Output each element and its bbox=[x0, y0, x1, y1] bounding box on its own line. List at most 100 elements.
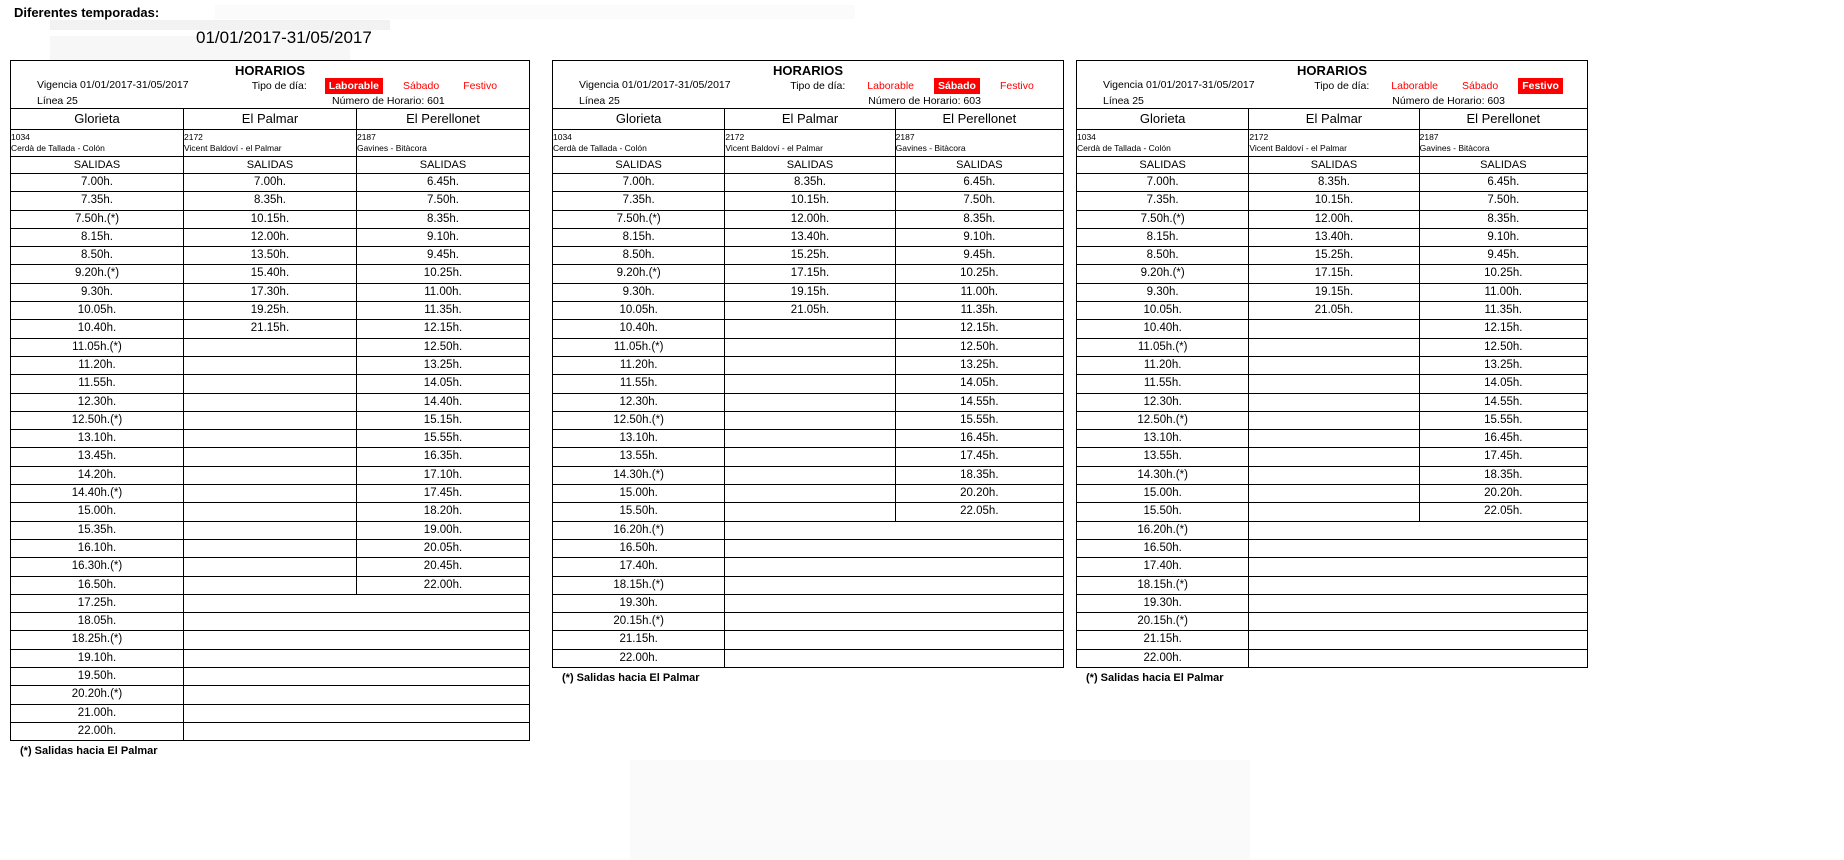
departure-time: 16.30h.(*) bbox=[10, 557, 184, 577]
table-row: 9.30h. 19.15h. 11.00h. bbox=[551, 282, 1065, 303]
empty-cell bbox=[724, 538, 1064, 559]
empty-cell bbox=[724, 520, 1064, 540]
scan-artifact-bottom bbox=[630, 760, 1250, 860]
departure-time: 9.10h. bbox=[894, 227, 1065, 248]
horarios-title: HORARIOS bbox=[1296, 63, 1368, 78]
empty-cell bbox=[182, 374, 357, 394]
departure-time: 13.50h. bbox=[182, 246, 357, 266]
stop-meta-3: 2187 Gavines - Bitàcora bbox=[1418, 129, 1589, 157]
departure-time: 22.05h. bbox=[1418, 502, 1589, 522]
day-type-laborable[interactable]: Laborable bbox=[867, 80, 914, 92]
departure-time: 8.15h. bbox=[10, 227, 184, 248]
horarios-title: HORARIOS bbox=[772, 63, 844, 78]
day-type-laborable[interactable]: Laborable bbox=[324, 78, 383, 94]
empty-cell bbox=[1248, 410, 1420, 431]
stop-name-3: El Perellonet bbox=[894, 108, 1065, 130]
table-row: 13.55h. 17.45h. bbox=[1075, 447, 1589, 467]
departure-time: 10.15h. bbox=[724, 191, 896, 211]
empty-cell bbox=[182, 612, 531, 632]
empty-cell bbox=[182, 465, 357, 486]
departure-time: 8.35h. bbox=[894, 209, 1065, 229]
departure-time: 15.25h. bbox=[724, 246, 896, 266]
table-row: 16.50h. 22.00h. bbox=[10, 575, 531, 595]
stop-name-3: El Perellonet bbox=[355, 108, 531, 130]
departure-time: 7.50h. bbox=[894, 191, 1065, 211]
table-row: 22.00h. bbox=[551, 648, 1064, 669]
schedule-table: HORARIOS Vigencia 01/01/2017-31/05/2017 Ti… bbox=[10, 60, 531, 742]
departure-time: 7.35h. bbox=[10, 191, 184, 211]
stop-address: Gavines - Bitàcora bbox=[895, 143, 966, 153]
departure-time: 17.30h. bbox=[182, 282, 357, 303]
empty-cell bbox=[724, 630, 1064, 650]
departure-time: 10.40h. bbox=[551, 319, 726, 339]
departure-time: 9.30h. bbox=[551, 282, 726, 303]
empty-cell bbox=[182, 410, 357, 431]
table-row: 16.10h. 20.05h. bbox=[10, 538, 531, 559]
departure-time: 15.40h. bbox=[182, 264, 357, 284]
departure-time: 19.30h. bbox=[551, 593, 726, 614]
empty-cell bbox=[724, 355, 896, 376]
table-row: 18.15h.(*) bbox=[551, 575, 1064, 595]
day-type-sabado[interactable]: Sábado bbox=[1462, 80, 1499, 92]
stop-code: 2172 bbox=[725, 132, 745, 142]
departure-time: 22.00h. bbox=[355, 575, 531, 595]
stop-meta-3: 2187 Gavines - Bitàcora bbox=[355, 129, 531, 157]
day-type-festivo[interactable]: Festivo bbox=[1518, 78, 1563, 94]
stop-name-2: El Palmar bbox=[724, 108, 896, 130]
departure-time: 19.15h. bbox=[724, 282, 896, 303]
departure-time: 17.45h. bbox=[894, 447, 1065, 467]
table-row: 13.55h. 17.45h. bbox=[551, 447, 1065, 467]
table-row: 14.30h.(*) 18.35h. bbox=[551, 465, 1065, 486]
departure-time: 16.50h. bbox=[1075, 538, 1250, 559]
departure-time: 8.15h. bbox=[551, 227, 726, 248]
departure-time: 14.30h.(*) bbox=[551, 465, 726, 486]
empty-cell bbox=[1248, 392, 1420, 412]
departure-time: 13.25h. bbox=[1418, 355, 1589, 376]
departure-time: 9.10h. bbox=[355, 227, 531, 248]
empty-cell bbox=[724, 557, 1064, 577]
stop-name-row: Glorieta El Palmar El Perellonet bbox=[10, 108, 531, 130]
departure-time: 22.00h. bbox=[10, 721, 184, 742]
day-type-festivo[interactable]: Festivo bbox=[463, 80, 498, 92]
empty-cell bbox=[182, 392, 357, 412]
departure-time: 17.15h. bbox=[724, 264, 896, 284]
departure-time: 15.00h. bbox=[551, 484, 726, 504]
stop-address: Cerdà de Tallada - Colón bbox=[553, 143, 647, 153]
departure-time: 9.10h. bbox=[1418, 227, 1589, 248]
departure-time: 20.20h. bbox=[1418, 484, 1589, 504]
table-row: 11.20h. 13.25h. bbox=[551, 355, 1065, 376]
stop-name-row: Glorieta El Palmar El Perellonet bbox=[1075, 108, 1589, 130]
timetable-block-1: HORARIOS Vigencia 01/01/2017-31/05/2017 Ti… bbox=[10, 60, 531, 757]
table-row: 22.00h. bbox=[1075, 648, 1588, 669]
departure-time: 13.10h. bbox=[10, 429, 184, 449]
table-row: 11.55h. 14.05h. bbox=[551, 374, 1065, 394]
day-type-laborable[interactable]: Laborable bbox=[1391, 80, 1438, 92]
departure-time: 7.50h.(*) bbox=[10, 209, 184, 229]
day-type-sabado[interactable]: Sábado bbox=[934, 78, 980, 94]
departure-time: 12.50h.(*) bbox=[1075, 410, 1250, 431]
departure-time: 19.15h. bbox=[1248, 282, 1420, 303]
table-row: 16.50h. bbox=[1075, 538, 1588, 559]
empty-cell bbox=[724, 410, 896, 431]
empty-cell bbox=[1248, 429, 1420, 449]
empty-cell bbox=[182, 667, 531, 687]
table-row: 12.50h.(*) 15.55h. bbox=[551, 410, 1065, 431]
departure-time: 14.05h. bbox=[894, 374, 1065, 394]
table-row: 8.15h. 12.00h. 9.10h. bbox=[10, 227, 531, 248]
day-type-sabado[interactable]: Sábado bbox=[402, 80, 440, 92]
departure-time: 10.40h. bbox=[10, 319, 184, 339]
table-row: 21.00h. bbox=[10, 703, 531, 723]
empty-cell bbox=[724, 502, 896, 522]
departure-time: 11.00h. bbox=[894, 282, 1065, 303]
departure-time: 11.35h. bbox=[1418, 301, 1589, 321]
table-row: 18.25h.(*) bbox=[10, 630, 531, 650]
table-row: 9.20h.(*) 17.15h. 10.25h. bbox=[551, 264, 1065, 284]
empty-cell bbox=[724, 447, 896, 467]
stop-code: 1034 bbox=[1077, 132, 1096, 142]
departure-time: 6.45h. bbox=[355, 172, 531, 193]
day-type-festivo[interactable]: Festivo bbox=[999, 80, 1034, 92]
departure-time: 11.00h. bbox=[355, 282, 531, 303]
departure-time: 13.10h. bbox=[1075, 429, 1250, 449]
departure-time: 17.25h. bbox=[10, 593, 184, 614]
stop-meta-row: 1034 Cerdà de Tallada - Colón 2172 Vicent B… bbox=[10, 129, 531, 157]
